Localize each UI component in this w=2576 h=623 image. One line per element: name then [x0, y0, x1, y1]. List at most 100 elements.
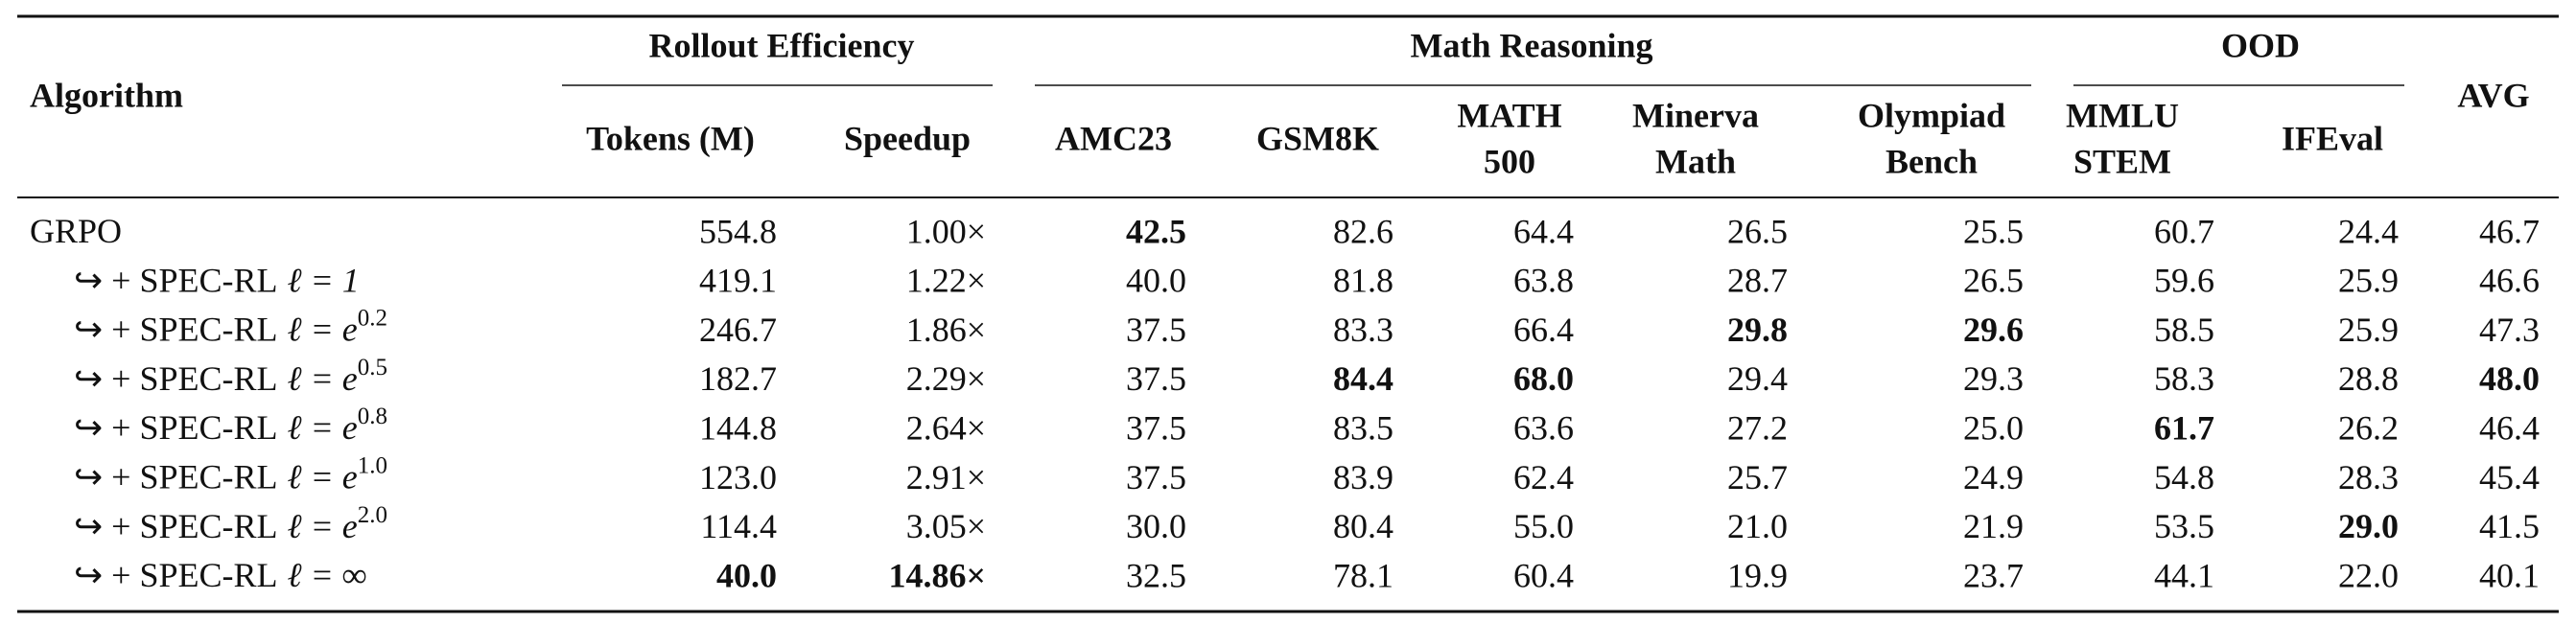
- cell: 25.9: [2338, 262, 2399, 300]
- cell: 60.4: [1513, 556, 1574, 594]
- cell: 40.0: [1126, 262, 1186, 300]
- cell: 32.5: [1126, 556, 1186, 594]
- cell: 63.8: [1513, 262, 1574, 300]
- cell: 26.5: [1727, 212, 1788, 250]
- cell: 45.4: [2479, 458, 2540, 496]
- cell: 2.29×: [906, 359, 986, 398]
- cell: 25.5: [1963, 212, 2024, 250]
- cell: 554.8: [699, 212, 777, 250]
- row-label: ↪ + SPEC-RL ℓ = ∞: [74, 556, 366, 594]
- cell: 47.3: [2479, 311, 2540, 349]
- cell: 21.0: [1727, 507, 1788, 545]
- cell: 29.3: [1963, 359, 2024, 398]
- cell: 84.4: [1333, 359, 1393, 398]
- cell: 19.9: [1727, 556, 1788, 594]
- cell: 2.64×: [906, 408, 986, 447]
- column-header: IFEval: [2282, 119, 2383, 157]
- cell: 78.1: [1333, 556, 1393, 594]
- cell: 58.3: [2154, 359, 2214, 398]
- cell: 53.5: [2154, 507, 2214, 545]
- label-sup: 2.0: [358, 502, 387, 528]
- group-header: Rollout Efficiency: [649, 26, 915, 64]
- label-text: ↪ + SPEC-RL: [74, 359, 278, 398]
- label-text: ↪ + SPEC-RL: [74, 262, 278, 300]
- cell: 37.5: [1126, 359, 1186, 398]
- label-math: ℓ = e: [288, 458, 358, 496]
- cell: 44.1: [2154, 556, 2214, 594]
- cell: 40.0: [716, 556, 777, 594]
- cell: 26.5: [1963, 262, 2024, 300]
- row-label: GRPO: [30, 212, 122, 250]
- cell: 1.22×: [906, 262, 986, 300]
- cell: 81.8: [1333, 262, 1393, 300]
- cell: 22.0: [2338, 556, 2399, 594]
- label-sup: 0.5: [358, 355, 387, 381]
- cell: 46.6: [2479, 262, 2540, 300]
- cell: 66.4: [1513, 311, 1574, 349]
- label-text: ↪ + SPEC-RL: [74, 556, 278, 594]
- label-math: ℓ = 1: [288, 262, 360, 300]
- cell: 1.00×: [906, 212, 986, 250]
- cell: 82.6: [1333, 212, 1393, 250]
- column-header: Minerva: [1632, 96, 1759, 134]
- cell: 46.4: [2479, 408, 2540, 447]
- cell: 3.05×: [906, 507, 986, 545]
- cell: 123.0: [699, 458, 777, 496]
- cell: 62.4: [1513, 458, 1574, 496]
- column-header: AVG: [2457, 76, 2529, 114]
- row-label: ↪ + SPEC-RL ℓ = e0.8: [74, 404, 387, 448]
- label-math: ℓ = e: [288, 359, 358, 398]
- cell: 63.6: [1513, 408, 1574, 447]
- cell: 58.5: [2154, 311, 2214, 349]
- cell: 61.7: [2154, 408, 2214, 447]
- cell: 25.9: [2338, 311, 2399, 349]
- column-header: AMC23: [1055, 119, 1172, 157]
- label-text: ↪ + SPEC-RL: [74, 408, 278, 447]
- row-label: ↪ + SPEC-RL ℓ = e0.5: [74, 355, 387, 399]
- cell: 54.8: [2154, 458, 2214, 496]
- column-header: Olympiad: [1858, 96, 2005, 134]
- cell: 182.7: [699, 359, 777, 398]
- row-label: ↪ + SPEC-RL ℓ = e1.0: [74, 452, 387, 496]
- cell: 144.8: [699, 408, 777, 447]
- cell: 1.86×: [906, 311, 986, 349]
- cell: 83.9: [1333, 458, 1393, 496]
- row-label: ↪ + SPEC-RL ℓ = 1: [74, 262, 360, 300]
- label-math: ℓ = e: [288, 507, 358, 545]
- cell: 24.9: [1963, 458, 2024, 496]
- label-sup: 0.2: [358, 305, 387, 331]
- column-header: Math: [1655, 142, 1736, 180]
- column-header: GSM8K: [1256, 119, 1379, 157]
- cell: 14.86×: [888, 556, 986, 594]
- cell: 27.2: [1727, 408, 1788, 447]
- cell: 60.7: [2154, 212, 2214, 250]
- cell: 114.4: [700, 507, 777, 545]
- cell: 25.0: [1963, 408, 2024, 447]
- cell: 42.5: [1126, 212, 1186, 250]
- row-label: ↪ + SPEC-RL ℓ = e0.2: [74, 305, 387, 349]
- cell: 59.6: [2154, 262, 2214, 300]
- cell: 46.7: [2479, 212, 2540, 250]
- cell: 29.4: [1727, 359, 1788, 398]
- column-header: Bench: [1885, 142, 1978, 180]
- cell: 246.7: [699, 311, 777, 349]
- column-header: STEM: [2073, 142, 2171, 180]
- cell: 29.8: [1727, 311, 1788, 349]
- cell: 30.0: [1126, 507, 1186, 545]
- row-label: ↪ + SPEC-RL ℓ = e2.0: [74, 502, 387, 546]
- group-header: Math Reasoning: [1410, 26, 1652, 64]
- cell: 37.5: [1126, 311, 1186, 349]
- row-label-header: Algorithm: [30, 76, 183, 114]
- label-math: ℓ = e: [288, 408, 358, 447]
- cell: 29.6: [1963, 311, 2024, 349]
- cell: 83.3: [1333, 311, 1393, 349]
- cell: 25.7: [1727, 458, 1788, 496]
- column-header: MATH: [1457, 96, 1561, 134]
- label-sup: 1.0: [358, 452, 387, 478]
- cell: 37.5: [1126, 408, 1186, 447]
- cell: 68.0: [1513, 359, 1574, 398]
- cell: 64.4: [1513, 212, 1574, 250]
- cell: 21.9: [1963, 507, 2024, 545]
- cell: 23.7: [1963, 556, 2024, 594]
